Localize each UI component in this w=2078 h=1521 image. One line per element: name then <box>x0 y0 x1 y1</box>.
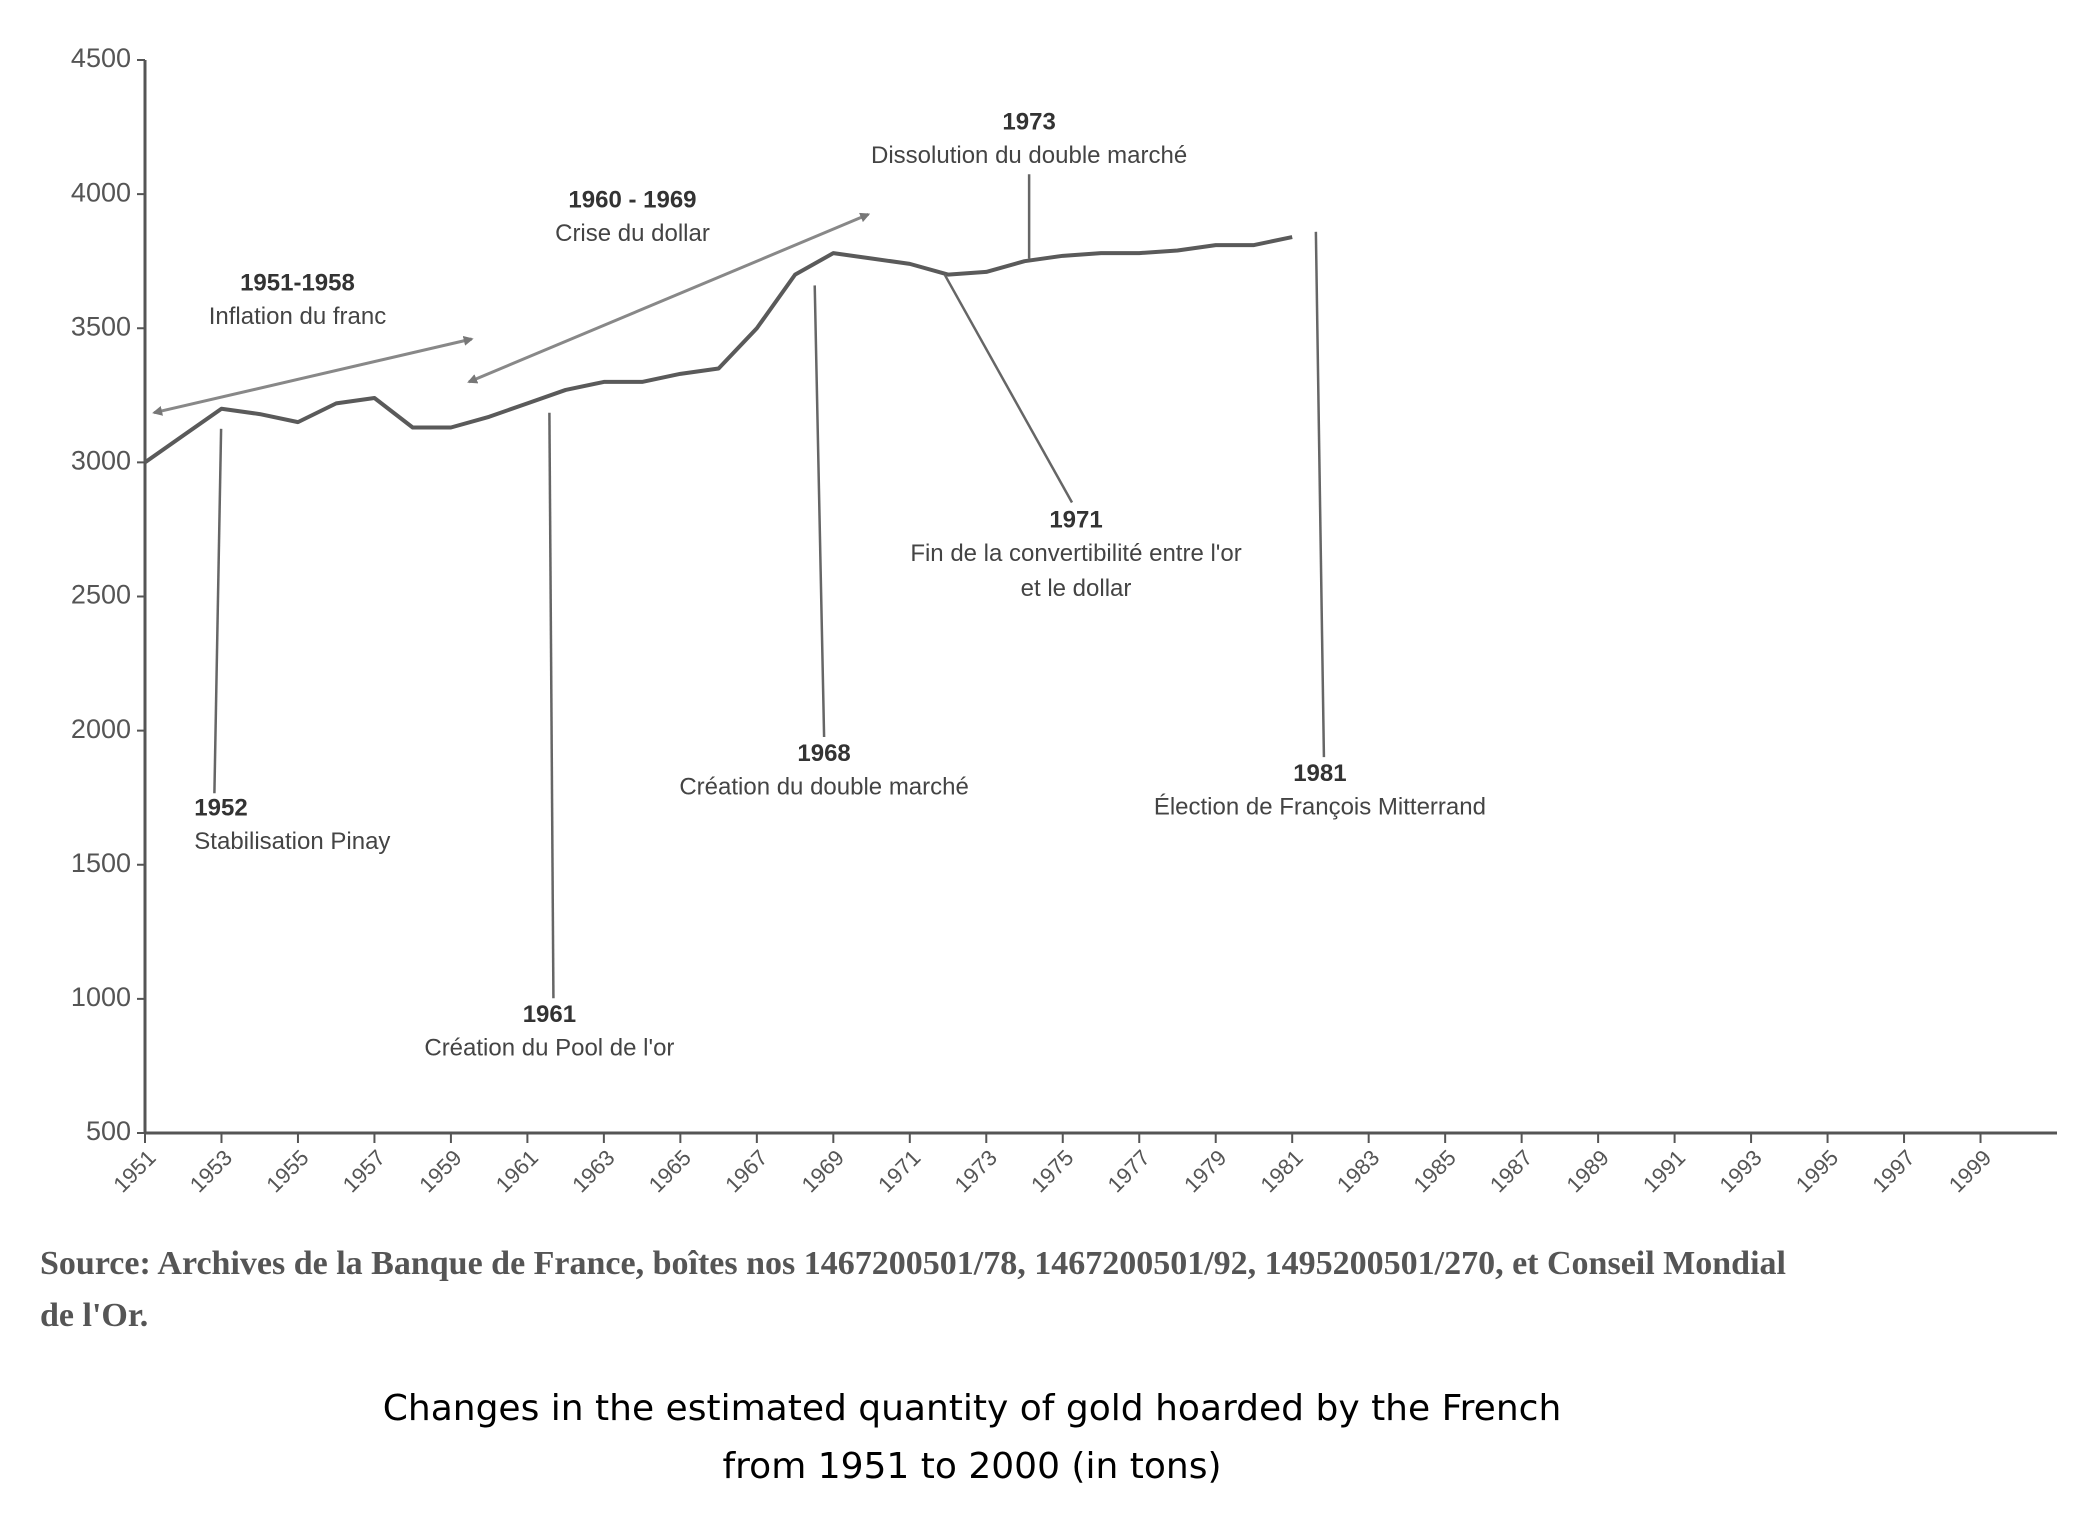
x-tick-label: 1963 <box>567 1145 619 1197</box>
x-tick-label: 1985 <box>1409 1145 1461 1197</box>
y-tick-label: 2500 <box>71 580 131 610</box>
x-tick-label: 1995 <box>1791 1145 1843 1197</box>
annotation-text: Création du double marché <box>679 773 969 800</box>
annotation-year: 1973 <box>1002 109 1055 136</box>
annotation-year: 1951-1958 <box>240 269 355 296</box>
leader-line <box>813 285 826 738</box>
leader-line <box>1314 231 1326 758</box>
annotation-year: 1960 - 1969 <box>568 186 696 213</box>
x-tick-label: 1951 <box>108 1145 160 1197</box>
x-tick-label: 1969 <box>797 1145 849 1197</box>
annotation-year: 1981 <box>1293 760 1346 787</box>
annotation-text: Création du Pool de l'or <box>424 1035 674 1062</box>
annotation-text: et le dollar <box>1021 575 1132 602</box>
x-tick-label: 1987 <box>1485 1145 1537 1197</box>
annotation-text: Fin de la convertibilité entre l'or <box>910 540 1241 567</box>
y-tick-label: 1000 <box>71 982 131 1012</box>
annotation-year: 1968 <box>797 740 850 767</box>
annotation-year: 1971 <box>1049 507 1102 534</box>
annotation-text: Inflation du franc <box>209 303 386 330</box>
x-tick-label: 1993 <box>1714 1145 1766 1197</box>
y-tick-label: 2000 <box>71 714 131 744</box>
annotation-text: Crise du dollar <box>555 220 710 247</box>
annotation-text: Élection de François Mitterrand <box>1154 793 1486 820</box>
source-text: Source: Archives de la Banque de France,… <box>40 1245 1786 1282</box>
x-tick-label: 1957 <box>338 1145 390 1197</box>
x-tick-label: 1977 <box>1103 1145 1155 1197</box>
x-tick-label: 1983 <box>1332 1145 1384 1197</box>
x-tick-label: 1959 <box>414 1145 466 1197</box>
x-tick-label: 1967 <box>720 1145 772 1197</box>
y-tick-label: 4000 <box>71 177 131 207</box>
y-tick-label: 3500 <box>71 311 131 341</box>
x-tick-label: 1971 <box>873 1145 925 1197</box>
x-tick-label: 1975 <box>1026 1145 1078 1197</box>
x-tick-label: 1981 <box>1256 1145 1308 1197</box>
annotation-year: 1961 <box>523 1001 576 1028</box>
x-tick-label: 1955 <box>261 1145 313 1197</box>
source-text: de l'Or. <box>40 1297 148 1334</box>
x-tick-label: 1961 <box>491 1145 543 1197</box>
x-tick-label: 1999 <box>1944 1145 1996 1197</box>
y-tick-label: 1500 <box>71 848 131 878</box>
annotation-text: Dissolution du double marché <box>871 142 1187 169</box>
x-tick-label: 1997 <box>1867 1145 1919 1197</box>
x-tick-label: 1979 <box>1179 1145 1231 1197</box>
caption: Changes in the estimated quantity of gol… <box>383 1388 1562 1429</box>
leader-line <box>943 274 1074 504</box>
annotation-text: Stabilisation Pinay <box>194 828 390 855</box>
leader-line <box>548 412 555 999</box>
x-tick-label: 1953 <box>185 1145 237 1197</box>
x-tick-label: 1989 <box>1561 1145 1613 1197</box>
arrow <box>152 335 474 416</box>
y-tick-label: 4500 <box>71 43 131 73</box>
caption: from 1951 to 2000 (in tons) <box>723 1446 1222 1487</box>
y-tick-label: 3000 <box>71 446 131 476</box>
x-tick-label: 1991 <box>1638 1145 1690 1197</box>
leader-line <box>213 428 223 794</box>
annotation-year: 1952 <box>194 795 247 822</box>
arrow <box>467 212 871 384</box>
x-tick-label: 1965 <box>644 1145 696 1197</box>
x-tick-label: 1973 <box>950 1145 1002 1197</box>
y-tick-label: 500 <box>86 1116 131 1146</box>
